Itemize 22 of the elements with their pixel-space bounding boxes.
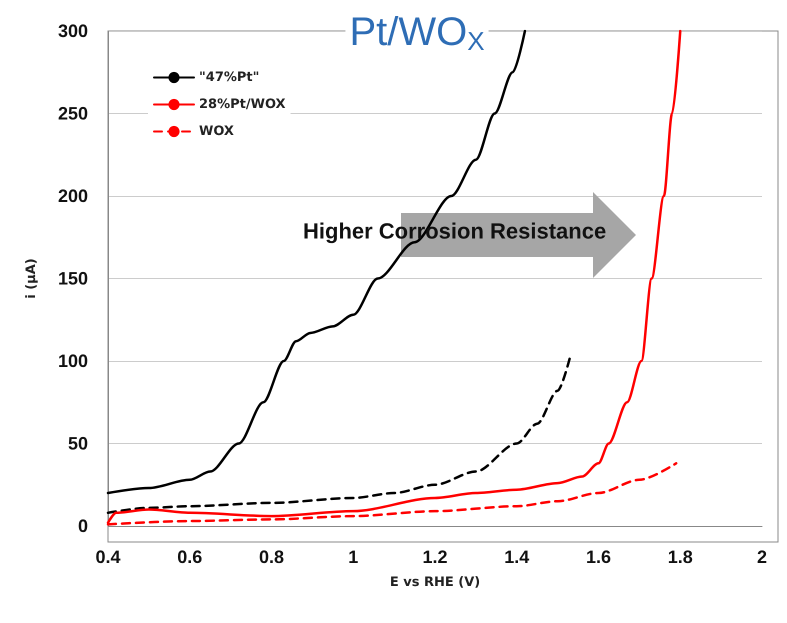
x-tick-label: 1.4 xyxy=(504,547,530,567)
x-tick-label: 2 xyxy=(756,547,768,567)
legend-label: 28%Pt/WOX xyxy=(199,97,286,112)
y-tick-label: 300 xyxy=(58,21,88,41)
legend-label: WOX xyxy=(199,124,234,139)
y-tick-label: 100 xyxy=(58,351,88,371)
y-tick-label: 200 xyxy=(58,186,88,206)
line-series xyxy=(106,356,572,514)
x-tick-label: 1.6 xyxy=(586,547,612,567)
x-tick-label: 0.4 xyxy=(95,547,121,567)
x-tick-label: 1.2 xyxy=(422,547,448,567)
y-axis-title: i (μA) xyxy=(24,258,39,299)
x-tick-label: 0.6 xyxy=(177,547,202,567)
legend-label: "47%Pt" xyxy=(199,70,260,85)
y-tick-label: 50 xyxy=(68,434,88,454)
x-axis-title: E vs RHE (V) xyxy=(390,575,480,590)
y-tick-label: 150 xyxy=(58,268,88,288)
x-tick-label: 1.8 xyxy=(668,547,693,567)
y-tick-label: 250 xyxy=(58,104,88,124)
x-tick-label: 0.8 xyxy=(258,547,284,567)
x-tick-label: 1 xyxy=(348,547,358,567)
y-tick-label: 0 xyxy=(78,516,88,536)
